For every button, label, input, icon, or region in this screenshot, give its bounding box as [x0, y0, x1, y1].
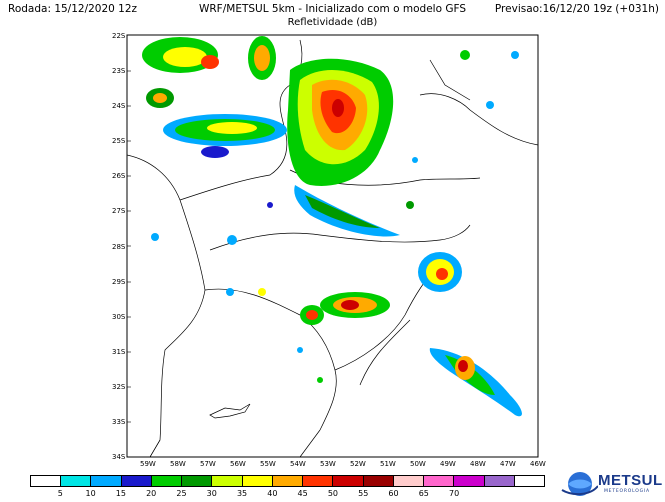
colorbar-cell	[363, 476, 394, 486]
lat-label: 32S	[112, 383, 126, 391]
colorbar-label: 45	[297, 489, 308, 498]
lon-label: 59W	[140, 460, 156, 468]
lat-label: 22S	[112, 32, 126, 40]
colorbar-cell	[272, 476, 304, 486]
colorbar-cell	[212, 476, 243, 486]
colorbar-cell	[303, 476, 334, 486]
colorbar-label: 70	[449, 489, 460, 498]
colorbar-label: 20	[146, 489, 157, 498]
lon-label: 49W	[440, 460, 456, 468]
colorbar-label: 60	[388, 489, 399, 498]
lon-label: 47W	[500, 460, 516, 468]
lat-label: 29S	[112, 278, 126, 286]
lat-label: 31S	[112, 348, 126, 356]
lon-label: 54W	[290, 460, 306, 468]
variable-subtitle: Refletividade (dB)	[287, 17, 378, 28]
colorbar-label: 15	[115, 489, 126, 498]
lat-label: 27S	[112, 207, 126, 215]
colorbar-cell	[424, 476, 455, 486]
lat-label: 33S	[112, 418, 126, 426]
lat-label: 25S	[112, 137, 126, 145]
run-date-label: Rodada: 15/12/2020 12z	[8, 3, 138, 15]
lon-label: 56W	[230, 460, 246, 468]
lon-label: 57W	[200, 460, 216, 468]
forecast-time-label: Previsao:16/12/20 19z (+031h)	[494, 3, 659, 15]
reflectivity-map: 22S 23S 24S 25S 26S 27S 28S 29S 30S 31S …	[112, 32, 546, 468]
lon-label: 55W	[260, 460, 276, 468]
colorbar-label: 10	[85, 489, 96, 498]
colorbar-labels: 5 10 15 20 25 30 35 40 45 50 55 60 65 70	[30, 489, 545, 500]
model-title: WRF/METSUL 5km - Inicializado com o mode…	[199, 3, 466, 15]
colorbar-cell	[182, 476, 213, 486]
colorbar-cell	[393, 476, 425, 486]
colorbar-cell	[61, 476, 92, 486]
lon-label: 58W	[170, 460, 186, 468]
colorbar-label: 55	[358, 489, 369, 498]
colorbar-cell	[333, 476, 364, 486]
colorbar-label: 40	[267, 489, 278, 498]
reflectivity-colorbar	[30, 475, 545, 487]
lon-label: 53W	[320, 460, 336, 468]
lat-label: 28S	[112, 243, 126, 251]
reflectivity-echoes	[142, 36, 522, 417]
lat-label: 24S	[112, 102, 126, 110]
colorbar-cell	[151, 476, 183, 486]
lat-label: 26S	[112, 172, 126, 180]
lat-label: 34S	[112, 453, 126, 461]
colorbar-label: 50	[327, 489, 339, 498]
lon-label: 51W	[380, 460, 396, 468]
lon-label: 52W	[350, 460, 366, 468]
lon-label: 46W	[530, 460, 546, 468]
lon-label: 50W	[410, 460, 426, 468]
colorbar-label: 25	[176, 489, 187, 498]
axis-ticks	[127, 70, 131, 423]
colorbar-cell	[514, 476, 544, 486]
colorbar-cell	[91, 476, 122, 486]
lat-label: 30S	[112, 313, 126, 321]
metsul-logo: METSUL METEOROLOGIA	[560, 470, 665, 500]
colorbar-cell	[454, 476, 485, 486]
colorbar-cell	[31, 476, 62, 486]
longitude-labels: 59W 58W 57W 56W 55W 54W 53W 52W 51W 50W …	[140, 460, 546, 468]
globe-icon	[561, 472, 599, 496]
colorbar-label: 35	[236, 489, 248, 498]
colorbar-label: 65	[418, 489, 429, 498]
latitude-labels: 22S 23S 24S 25S 26S 27S 28S 29S 30S 31S …	[112, 32, 126, 461]
colorbar-label: 30	[206, 489, 217, 498]
logo-name: METSUL	[598, 472, 663, 489]
colorbar-cell	[242, 476, 273, 486]
lat-label: 23S	[112, 67, 126, 75]
colorbar-cell	[484, 476, 515, 486]
logo-tagline: METEOROLOGIA	[604, 489, 650, 494]
lon-label: 48W	[470, 460, 486, 468]
colorbar-cell	[121, 476, 152, 486]
colorbar-label: 5	[57, 489, 63, 498]
